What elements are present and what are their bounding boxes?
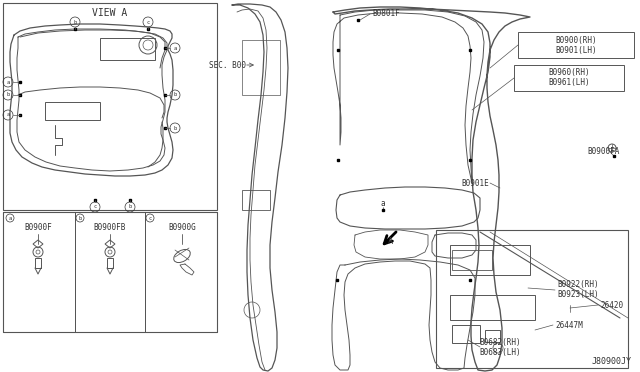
Bar [452, 325, 480, 343]
Text: SEC. B00: SEC. B00 [209, 61, 246, 70]
Bar [450, 295, 535, 320]
Text: 26447M: 26447M [555, 321, 583, 330]
Text: B0900(RH): B0900(RH) [555, 35, 597, 45]
Text: B0801F: B0801F [372, 10, 400, 19]
Text: b: b [78, 215, 82, 221]
Text: B0923(LH): B0923(LH) [557, 291, 598, 299]
Text: B0682(RH): B0682(RH) [479, 337, 521, 346]
Text: a: a [173, 45, 177, 51]
Text: b: b [129, 205, 132, 209]
Text: B0960(RH): B0960(RH) [548, 68, 590, 77]
Text: B0922(RH): B0922(RH) [557, 280, 598, 289]
Bar [145, 212, 217, 332]
Text: B0900F: B0900F [24, 224, 52, 232]
Text: a: a [381, 199, 385, 208]
Polygon shape [105, 240, 115, 248]
Bar [518, 32, 634, 58]
Bar [3, 212, 75, 332]
Text: B0683(LH): B0683(LH) [479, 347, 521, 356]
Bar [242, 40, 280, 95]
Bar [242, 190, 270, 210]
Text: a: a [6, 112, 10, 118]
Bar [3, 3, 217, 210]
Text: A: A [387, 237, 392, 247]
Bar [3, 212, 217, 332]
Text: 26420: 26420 [600, 301, 623, 310]
Text: B0900G: B0900G [168, 224, 196, 232]
Text: B0901(LH): B0901(LH) [555, 46, 597, 55]
Bar [450, 245, 530, 275]
Bar [452, 250, 492, 270]
Text: a: a [8, 215, 12, 221]
Bar [100, 38, 155, 60]
Text: B0900FA: B0900FA [588, 148, 620, 157]
Bar [436, 230, 628, 368]
Text: c: c [93, 205, 97, 209]
Bar [514, 65, 624, 91]
Text: B0901E: B0901E [461, 179, 489, 187]
Bar [45, 102, 100, 120]
Text: VIEW A: VIEW A [92, 8, 127, 18]
Bar [485, 330, 500, 342]
Bar [75, 212, 145, 332]
Text: c: c [148, 215, 152, 221]
Text: b: b [173, 93, 177, 97]
Text: b: b [6, 93, 10, 97]
Polygon shape [33, 240, 43, 248]
Text: B0961(LH): B0961(LH) [548, 78, 590, 87]
Text: b: b [173, 125, 177, 131]
Text: c: c [147, 19, 150, 25]
Text: b: b [74, 19, 77, 25]
Text: a: a [6, 80, 10, 84]
Text: J80900JY: J80900JY [592, 357, 632, 366]
Text: B0900FB: B0900FB [94, 224, 126, 232]
Bar [107, 258, 113, 268]
Bar [35, 258, 41, 268]
